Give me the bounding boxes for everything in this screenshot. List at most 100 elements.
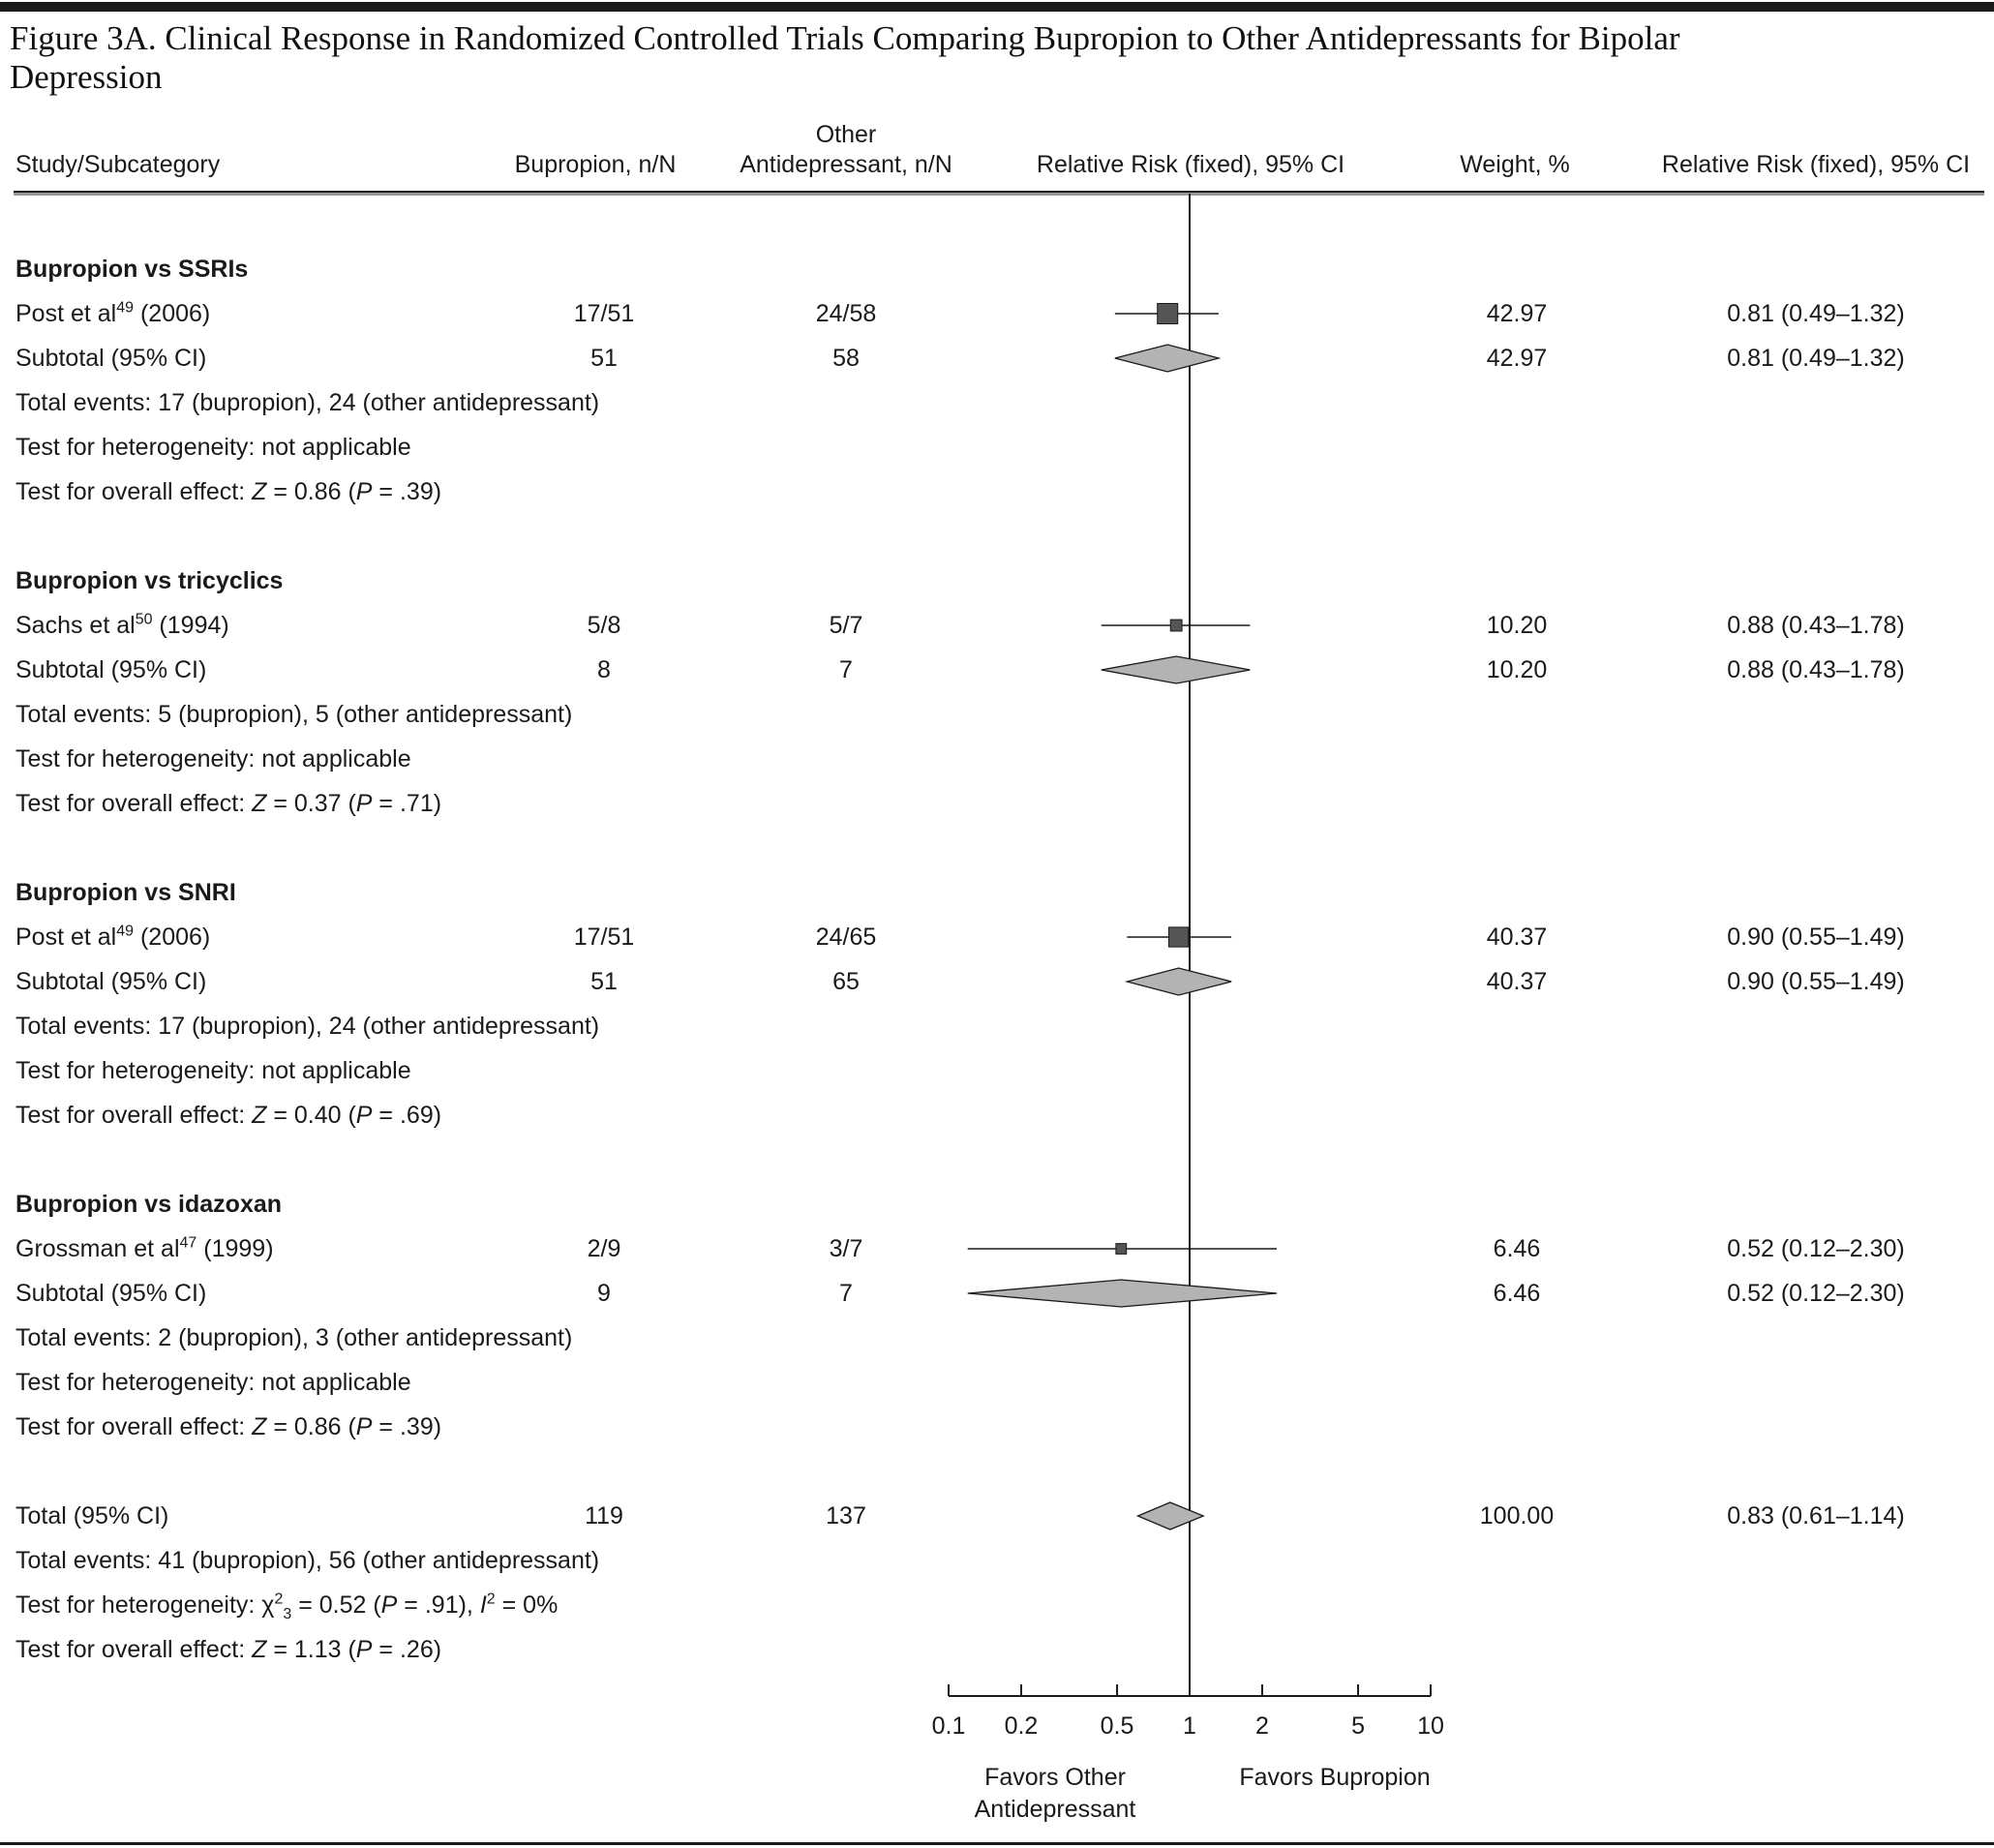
study-other: 24/65 [815, 924, 877, 951]
note-segment: Z [252, 478, 267, 505]
subtotal-bupropion: 9 [597, 1280, 611, 1307]
note-segment: 3 [283, 1606, 292, 1622]
subtotal-other: 7 [839, 1280, 853, 1307]
study-label: Grossman et al47 (1999) [15, 1234, 274, 1263]
note-segment: Test for overall effect: [15, 1413, 253, 1440]
note-segment: Total events: 41 (bupropion), 56 (other … [15, 1547, 600, 1574]
study-bupropion: 5/8 [587, 612, 621, 639]
x-tick-label: 0.1 [931, 1712, 966, 1740]
note-segment: I [479, 1591, 487, 1619]
note-segment: Test for heterogeneity: χ [15, 1591, 275, 1619]
subtotal-bupropion: 51 [590, 968, 618, 995]
note-segment: = .39) [372, 1413, 442, 1440]
note-segment: Z [252, 1636, 267, 1663]
subtotal-weight: 40.37 [1486, 968, 1548, 995]
section-heading: Bupropion vs tricyclics [15, 567, 284, 594]
subtotal-label: Subtotal (95% CI) [15, 656, 207, 683]
x-tick-label: 5 [1351, 1712, 1365, 1740]
section-heading: Bupropion vs SNRI [15, 879, 236, 906]
study-square [1167, 926, 1190, 948]
study-bupropion: 17/51 [573, 924, 635, 951]
study-label: Post et al49 (2006) [15, 299, 210, 328]
x-tick-label: 2 [1255, 1712, 1269, 1740]
study-name: Sachs et al [15, 612, 136, 639]
note-segment: P [355, 1636, 373, 1663]
study-label: Sachs et al50 (1994) [15, 611, 229, 640]
section-note: Total events: 5 (bupropion), 5 (other an… [15, 700, 572, 729]
subtotal-rr: 0.88 (0.43–1.78) [1727, 656, 1905, 683]
total-weight: 100.00 [1479, 1502, 1555, 1530]
study-year: (1994) [152, 612, 229, 639]
total-note: Test for overall effect: Z = 1.13 (P = .… [15, 1635, 441, 1664]
note-segment: P [355, 790, 373, 817]
subtotal-diamond [1124, 967, 1232, 996]
subtotal-weight: 10.20 [1486, 656, 1548, 683]
favors-left-line2: Antidepressant [974, 1796, 1136, 1823]
subtotal-rr: 0.90 (0.55–1.49) [1727, 968, 1905, 995]
section-note: Test for overall effect: Z = 0.86 (P = .… [15, 477, 441, 506]
total-bupropion: 119 [585, 1502, 623, 1530]
note-segment: = 0.40 ( [266, 1102, 356, 1129]
note-segment: Test for heterogeneity: not applicable [15, 1057, 411, 1084]
section-note: Test for overall effect: Z = 0.86 (P = .… [15, 1412, 441, 1441]
note-segment: Z [252, 1413, 267, 1440]
top-rule [0, 2, 1994, 12]
study-ref: 47 [179, 1234, 197, 1252]
note-segment: Test for heterogeneity: not applicable [15, 745, 411, 773]
subtotal-rr: 0.52 (0.12–2.30) [1727, 1280, 1905, 1307]
subtotal-bupropion: 51 [590, 345, 618, 372]
study-year: (1999) [196, 1235, 274, 1262]
section-note: Test for heterogeneity: not applicable [15, 1368, 411, 1397]
header-study: Study/Subcategory [15, 151, 221, 178]
x-tick-label: 0.5 [1100, 1712, 1134, 1740]
note-segment: 2 [486, 1590, 496, 1608]
study-rr: 0.90 (0.55–1.49) [1727, 924, 1905, 951]
total-note: Test for heterogeneity: χ23 = 0.52 (P = … [15, 1590, 558, 1622]
note-segment: Test for overall effect: [15, 790, 253, 817]
subtotal-label: Subtotal (95% CI) [15, 1280, 207, 1307]
note-segment: P [380, 1591, 398, 1619]
subtotal-diamond [967, 1279, 1278, 1308]
x-tick-label: 0.2 [1004, 1712, 1039, 1740]
header-rr-plot: Relative Risk (fixed), 95% CI [1036, 151, 1345, 178]
section-note: Test for overall effect: Z = 0.37 (P = .… [15, 789, 441, 818]
header-rule [14, 191, 1984, 196]
section-note: Total events: 17 (bupropion), 24 (other … [15, 388, 599, 417]
note-segment: 2 [274, 1590, 284, 1608]
study-label: Post et al49 (2006) [15, 923, 210, 952]
study-name: Grossman et al [15, 1235, 180, 1262]
favors-left-line1: Favors Other [984, 1764, 1126, 1791]
subtotal-diamond [1114, 344, 1222, 373]
section-note: Test for heterogeneity: not applicable [15, 433, 411, 462]
study-weight: 40.37 [1486, 924, 1548, 951]
subtotal-weight: 42.97 [1486, 345, 1548, 372]
note-segment: P [355, 1413, 373, 1440]
study-weight: 6.46 [1493, 1235, 1541, 1262]
section-note: Test for heterogeneity: not applicable [15, 744, 411, 773]
header-bupropion: Bupropion, n/N [514, 151, 677, 178]
subtotal-other: 58 [832, 345, 860, 372]
subtotal-other: 7 [839, 656, 853, 683]
section-note: Total events: 17 (bupropion), 24 (other … [15, 1012, 599, 1041]
total-other: 137 [826, 1502, 866, 1530]
note-segment: = 0.52 ( [291, 1591, 381, 1619]
note-segment: = .26) [372, 1636, 442, 1663]
note-segment: = .91), [397, 1591, 480, 1619]
note-segment: = .71) [372, 790, 442, 817]
note-segment: Test for overall effect: [15, 478, 253, 505]
note-segment: Test for overall effect: [15, 1636, 253, 1663]
study-bupropion: 2/9 [587, 1235, 621, 1262]
note-segment: P [355, 478, 373, 505]
study-square [1115, 1243, 1128, 1255]
note-segment: Total events: 17 (bupropion), 24 (other … [15, 389, 600, 416]
note-segment: P [355, 1102, 373, 1129]
favors-right: Favors Bupropion [1239, 1764, 1431, 1791]
total-rr: 0.83 (0.61–1.14) [1727, 1502, 1905, 1530]
total-note: Total events: 41 (bupropion), 56 (other … [15, 1546, 599, 1575]
note-segment: Test for heterogeneity: not applicable [15, 434, 411, 461]
study-year: (2006) [134, 924, 211, 951]
study-square [1157, 302, 1179, 325]
x-tick-label: 1 [1183, 1712, 1196, 1740]
section-note: Test for overall effect: Z = 0.40 (P = .… [15, 1101, 441, 1130]
section-heading: Bupropion vs SSRIs [15, 256, 249, 283]
